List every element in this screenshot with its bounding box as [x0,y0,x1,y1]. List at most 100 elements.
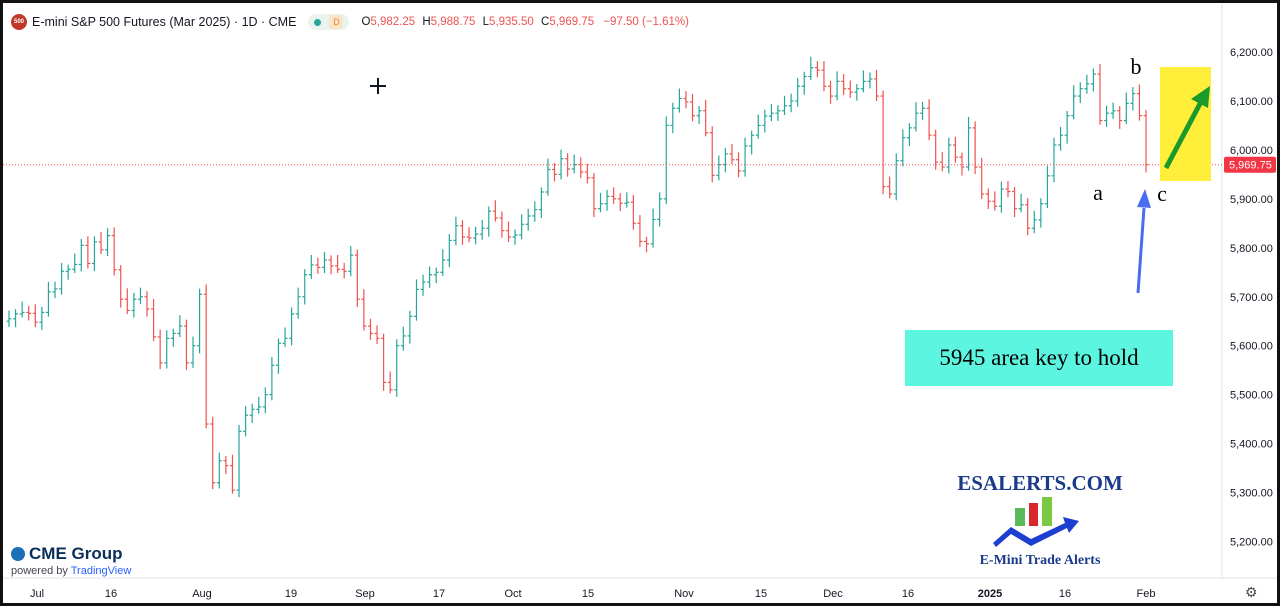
low-value: 5,935.50 [489,16,534,28]
tradingview-link[interactable]: TradingView [70,565,132,577]
ohlc-bar [657,192,663,227]
ohlc-bar [906,123,912,147]
ohlc-bar [630,194,636,230]
y-tick-label: 5,600.00 [1230,341,1273,353]
ohlc-bar [118,265,124,308]
ohlc-bar [39,306,45,330]
symbol-title[interactable]: E-mini S&P 500 Futures (Mar 2025) · 1D ·… [32,15,297,29]
ohlc-bar [512,229,518,245]
ohlc-bar [144,291,150,317]
ohlc-bar [492,200,498,222]
ohlc-bar [860,70,866,93]
ohlc-bar [696,106,702,125]
ohlc-bar [1130,87,1136,111]
x-tick-label: 16 [1059,588,1071,600]
ohlc-bar [1018,193,1024,213]
ohlc-bar [1071,85,1077,120]
ohlc-bar [578,157,584,179]
ohlc-bar [979,157,985,199]
ohlc-bar [59,263,65,295]
ohlc-bar [926,99,932,141]
cme-logo[interactable]: CME Group powered by TradingView [11,544,131,577]
x-tick-label: Nov [674,588,694,600]
ohlc-bar [98,231,104,255]
ohlc-bar [782,95,788,116]
ohlc-bar [302,269,308,305]
x-tick-label: Dec [823,588,843,600]
ohlc-bar [867,72,873,89]
crosshair-cursor-icon [370,78,386,94]
ohlc-bar [223,456,229,475]
ohlc-bar [1090,68,1096,92]
site-subtitle: E-Mini Trade Alerts [979,553,1101,568]
ohlc-bar [1123,92,1129,125]
x-tick-label: Feb [1137,588,1156,600]
ohlc-bar [295,287,301,319]
ohlc-bar [676,88,682,113]
status-pill[interactable]: D [308,14,350,30]
ohlc-bar [880,90,886,195]
x-tick-label: 19 [285,588,297,600]
ohlc-bar [519,214,525,240]
ohlc-bar [729,143,735,164]
wave-label-c: c [1157,181,1167,206]
ohlc-bar [19,301,25,318]
ohlc-bar [939,152,945,172]
last-price-label: 5,969.75 [1229,160,1272,172]
ohlc-bar [308,254,314,280]
ohlc-bar [545,158,551,196]
ohlc-bar [1044,165,1050,209]
ohlc-bar [348,246,354,277]
ohlc-bar [183,319,189,370]
ohlc-bar [749,130,755,155]
ohlc-bar [420,274,426,296]
ohlc-bar [52,281,58,299]
powered-by-label: powered by [11,565,68,577]
x-tick-label: 16 [105,588,117,600]
ohlc-bar [1143,110,1149,173]
ohlc-bar [354,249,360,307]
ohlc-bar [381,333,387,391]
ohlc-bar [289,307,295,346]
price-chart[interactable]: 6,200.00 6,100.00 6,000.00 5,900.00 5,800.00… [3,3,1277,603]
symbol-badge[interactable]: 500 [11,14,27,30]
ohlc-bar [440,249,446,276]
ohlc-bar [683,91,689,109]
x-tick-label: 2025 [978,588,1002,600]
ohlc-bar [335,255,341,273]
ohlc-bar [532,201,538,222]
ohlc-bar [703,99,709,137]
ohlc-bar [604,189,610,211]
ohlc-bar [249,403,255,423]
ohlc-bar [262,387,268,414]
ohlc-bar [1084,74,1090,94]
ohlc-bar [933,129,939,170]
y-tick-label: 5,700.00 [1230,292,1273,304]
ohlc-bar [598,192,604,213]
x-tick-label: Jul [30,588,44,600]
ohlc-bar [663,116,669,204]
high-value: 5,988.75 [430,16,476,28]
ohlc-bar [453,216,459,246]
ohlc-bar [269,357,275,401]
ohlc-bar [709,126,715,183]
gear-icon[interactable]: ⚙ [1245,584,1258,600]
ohlc-bar [1077,82,1083,104]
ohlc-bar [1064,110,1070,144]
ohlc-bar [525,208,531,231]
ohlc-bar [6,310,12,327]
ohlc-bar [505,221,511,243]
y-tick-label: 5,200.00 [1230,537,1273,549]
ohlc-bar [998,181,1004,213]
ohlc-bar [795,78,801,107]
ohlc-bar [433,267,439,284]
ohlc-bar [243,406,249,437]
logo-bar-green-tall [1042,497,1052,526]
ohlc-bar [1136,84,1142,121]
ohlc-bar [966,117,972,171]
target-arrow-head [1191,86,1210,108]
y-tick-label: 5,500.00 [1230,390,1273,402]
ohlc-bar [374,325,380,345]
ohlc-bar [473,226,479,245]
ohlc-bar [946,137,952,174]
